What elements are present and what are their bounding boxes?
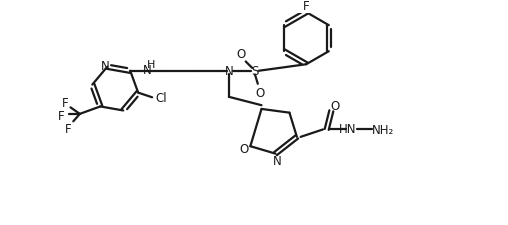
Text: Cl: Cl — [155, 91, 167, 104]
Text: HN: HN — [339, 122, 357, 135]
Text: S: S — [251, 65, 259, 78]
Text: F: F — [303, 0, 309, 13]
Text: NH₂: NH₂ — [372, 123, 395, 136]
Text: N: N — [273, 154, 282, 167]
Text: N: N — [225, 65, 233, 78]
Text: N: N — [101, 60, 110, 73]
Text: F: F — [61, 97, 68, 110]
Text: O: O — [239, 142, 248, 155]
Text: O: O — [255, 86, 264, 99]
Text: O: O — [236, 47, 246, 60]
Text: H: H — [146, 60, 155, 70]
Text: O: O — [330, 99, 340, 112]
Text: F: F — [66, 123, 72, 136]
Text: N: N — [143, 64, 151, 77]
Text: F: F — [58, 110, 65, 123]
